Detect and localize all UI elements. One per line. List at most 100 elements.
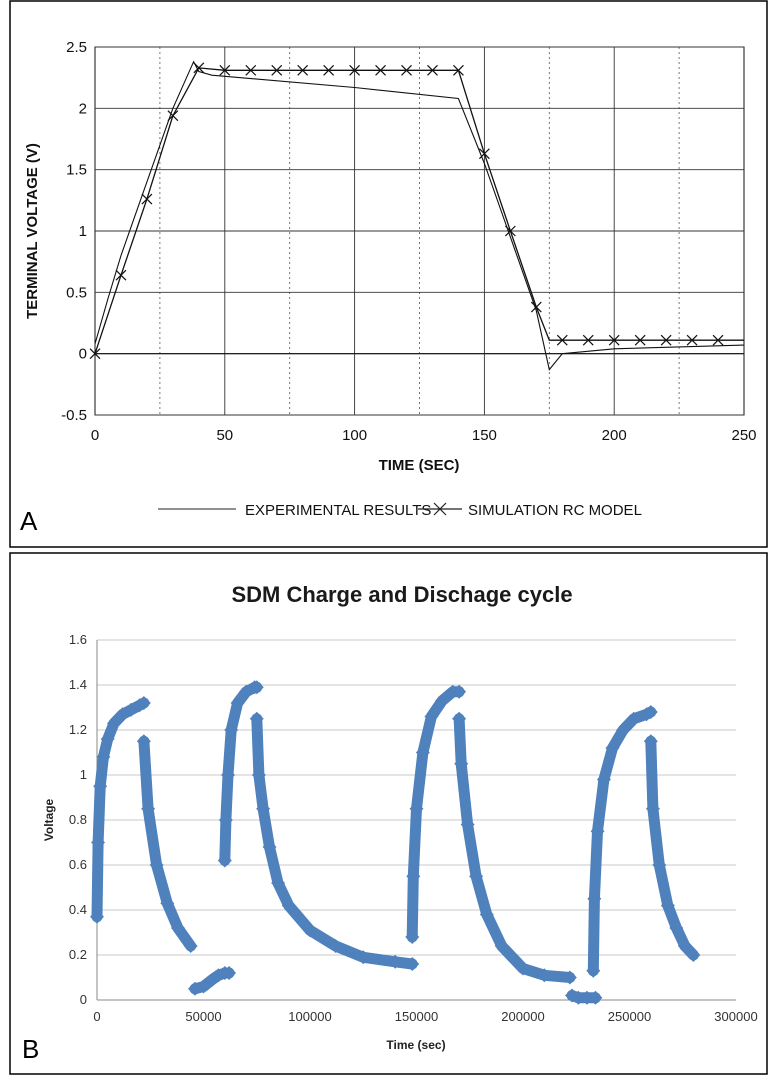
voltage-point <box>677 939 692 953</box>
voltage-point <box>643 734 658 749</box>
voltage-point <box>249 680 264 695</box>
voltage-point <box>669 921 684 935</box>
panel-a-x-ticks: 0 50 100 150 200 250 <box>91 427 757 444</box>
simulation-marker <box>530 301 542 313</box>
voltage-point <box>262 840 277 854</box>
voltage-point <box>170 921 185 935</box>
voltage-point <box>409 801 424 816</box>
panel-b-x-tick-label: 50000 <box>185 1009 221 1024</box>
voltage-point <box>435 693 450 708</box>
voltage-point <box>160 896 175 911</box>
voltage-point <box>271 876 286 890</box>
simulation-marker <box>634 334 646 346</box>
panel-a-y-tick-label: 0 <box>79 346 87 363</box>
voltage-point <box>90 909 104 924</box>
panel-b-x-tick-label: 100000 <box>288 1009 331 1024</box>
simulation-marker <box>167 110 179 122</box>
voltage-point <box>96 750 111 764</box>
panel-b-y-tick-label: 1.2 <box>69 722 87 737</box>
voltage-point <box>454 756 469 771</box>
voltage-point <box>141 801 156 816</box>
panel-b-x-tick-label: 300000 <box>714 1009 757 1024</box>
voltage-point <box>230 696 245 710</box>
voltage-point <box>196 979 211 994</box>
voltage-point <box>686 948 701 962</box>
voltage-point <box>643 705 658 719</box>
voltage-point <box>452 684 467 699</box>
voltage-point <box>469 869 484 884</box>
voltage-point <box>183 939 198 953</box>
simulation-marker <box>660 334 672 346</box>
panel-a-x-tick-label: 200 <box>602 427 627 444</box>
panel-a-x-tick-label: 250 <box>731 427 756 444</box>
voltage-point <box>516 961 530 976</box>
panel-b-y-axis-label: Voltage <box>42 798 56 841</box>
voltage-point <box>586 963 601 978</box>
panel-a-x-tick-label: 100 <box>342 427 367 444</box>
voltage-point <box>460 817 475 832</box>
voltage-point <box>217 853 232 868</box>
voltage-point <box>588 990 603 1005</box>
simulation-marker <box>141 193 153 205</box>
panel-b-x-ticks: 0 50000 100000 150000 200000 250000 300000 <box>93 1009 757 1024</box>
simulation-marker <box>193 62 205 74</box>
panel-a-y-axis-label: TERMINAL VOLTAGE (V) <box>24 143 41 319</box>
voltage-point <box>107 716 122 731</box>
simulation-marker <box>504 225 516 237</box>
simulation-marker <box>582 334 594 346</box>
voltage-point <box>424 709 439 724</box>
voltage-point <box>579 990 594 1005</box>
voltage-point <box>222 966 237 980</box>
voltage-point <box>303 923 317 938</box>
simulation-marker <box>271 64 283 76</box>
panel-b-x-tick-label: 150000 <box>395 1009 438 1024</box>
panel-a-series <box>89 60 745 371</box>
voltage-point <box>356 950 371 965</box>
panel-b-y-tick-label: 0.8 <box>69 812 87 827</box>
panel-b-letter: B <box>22 1034 39 1064</box>
voltage-point <box>249 711 264 726</box>
voltage-point <box>605 741 620 755</box>
simulation-marker <box>453 64 464 76</box>
voltage-point <box>136 696 151 710</box>
voltage-point <box>224 723 239 737</box>
panel-b-y-tick-label: 1 <box>80 767 87 782</box>
voltage-point <box>587 891 602 906</box>
voltage-point <box>218 813 233 827</box>
simulation-marker <box>401 64 412 76</box>
panel-a-x-tick-label: 150 <box>472 427 497 444</box>
panel-b-y-tick-label: 1.6 <box>69 632 87 647</box>
panel-b-y-tick-label: 0.4 <box>69 902 87 917</box>
voltage-point <box>562 970 577 985</box>
panel-a-y-tick-label: 2 <box>79 100 87 117</box>
panel-a-x-tick-label: 0 <box>91 427 99 444</box>
panel-b-title: SDM Charge and Dischage cycle <box>231 582 572 607</box>
simulation-marker <box>115 269 127 281</box>
voltage-point <box>149 858 164 872</box>
legend-simulation-label: SIMULATION RC MODEL <box>468 502 642 519</box>
voltage-point <box>406 869 421 884</box>
voltage-point <box>388 954 403 969</box>
voltage-point <box>590 824 605 839</box>
voltage-point <box>91 835 106 850</box>
voltage-point <box>452 711 467 726</box>
voltage-point <box>136 734 151 749</box>
simulation-marker <box>89 348 101 360</box>
simulation-marker <box>712 334 724 346</box>
voltage-point <box>405 957 420 971</box>
panel-b-y-tick-label: 1.4 <box>69 677 87 692</box>
voltage-point <box>537 968 552 983</box>
voltage-point <box>251 768 266 782</box>
simulation-marker <box>245 64 257 76</box>
panel-b-y-tick-label: 0.6 <box>69 857 87 872</box>
panel-b-y-tick-label: 0 <box>80 992 87 1007</box>
voltage-point <box>645 801 660 816</box>
panel-a-y-tick-label: 1 <box>79 223 87 240</box>
simulation-marker <box>349 64 361 76</box>
series-experimental-line <box>94 60 745 371</box>
simulation-marker <box>219 64 231 76</box>
panel-b-y-ticks: 0 0.2 0.4 0.6 0.8 1 1.2 1.4 1.6 <box>69 632 87 1007</box>
voltage-point <box>494 939 509 953</box>
voltage-point <box>415 745 430 760</box>
